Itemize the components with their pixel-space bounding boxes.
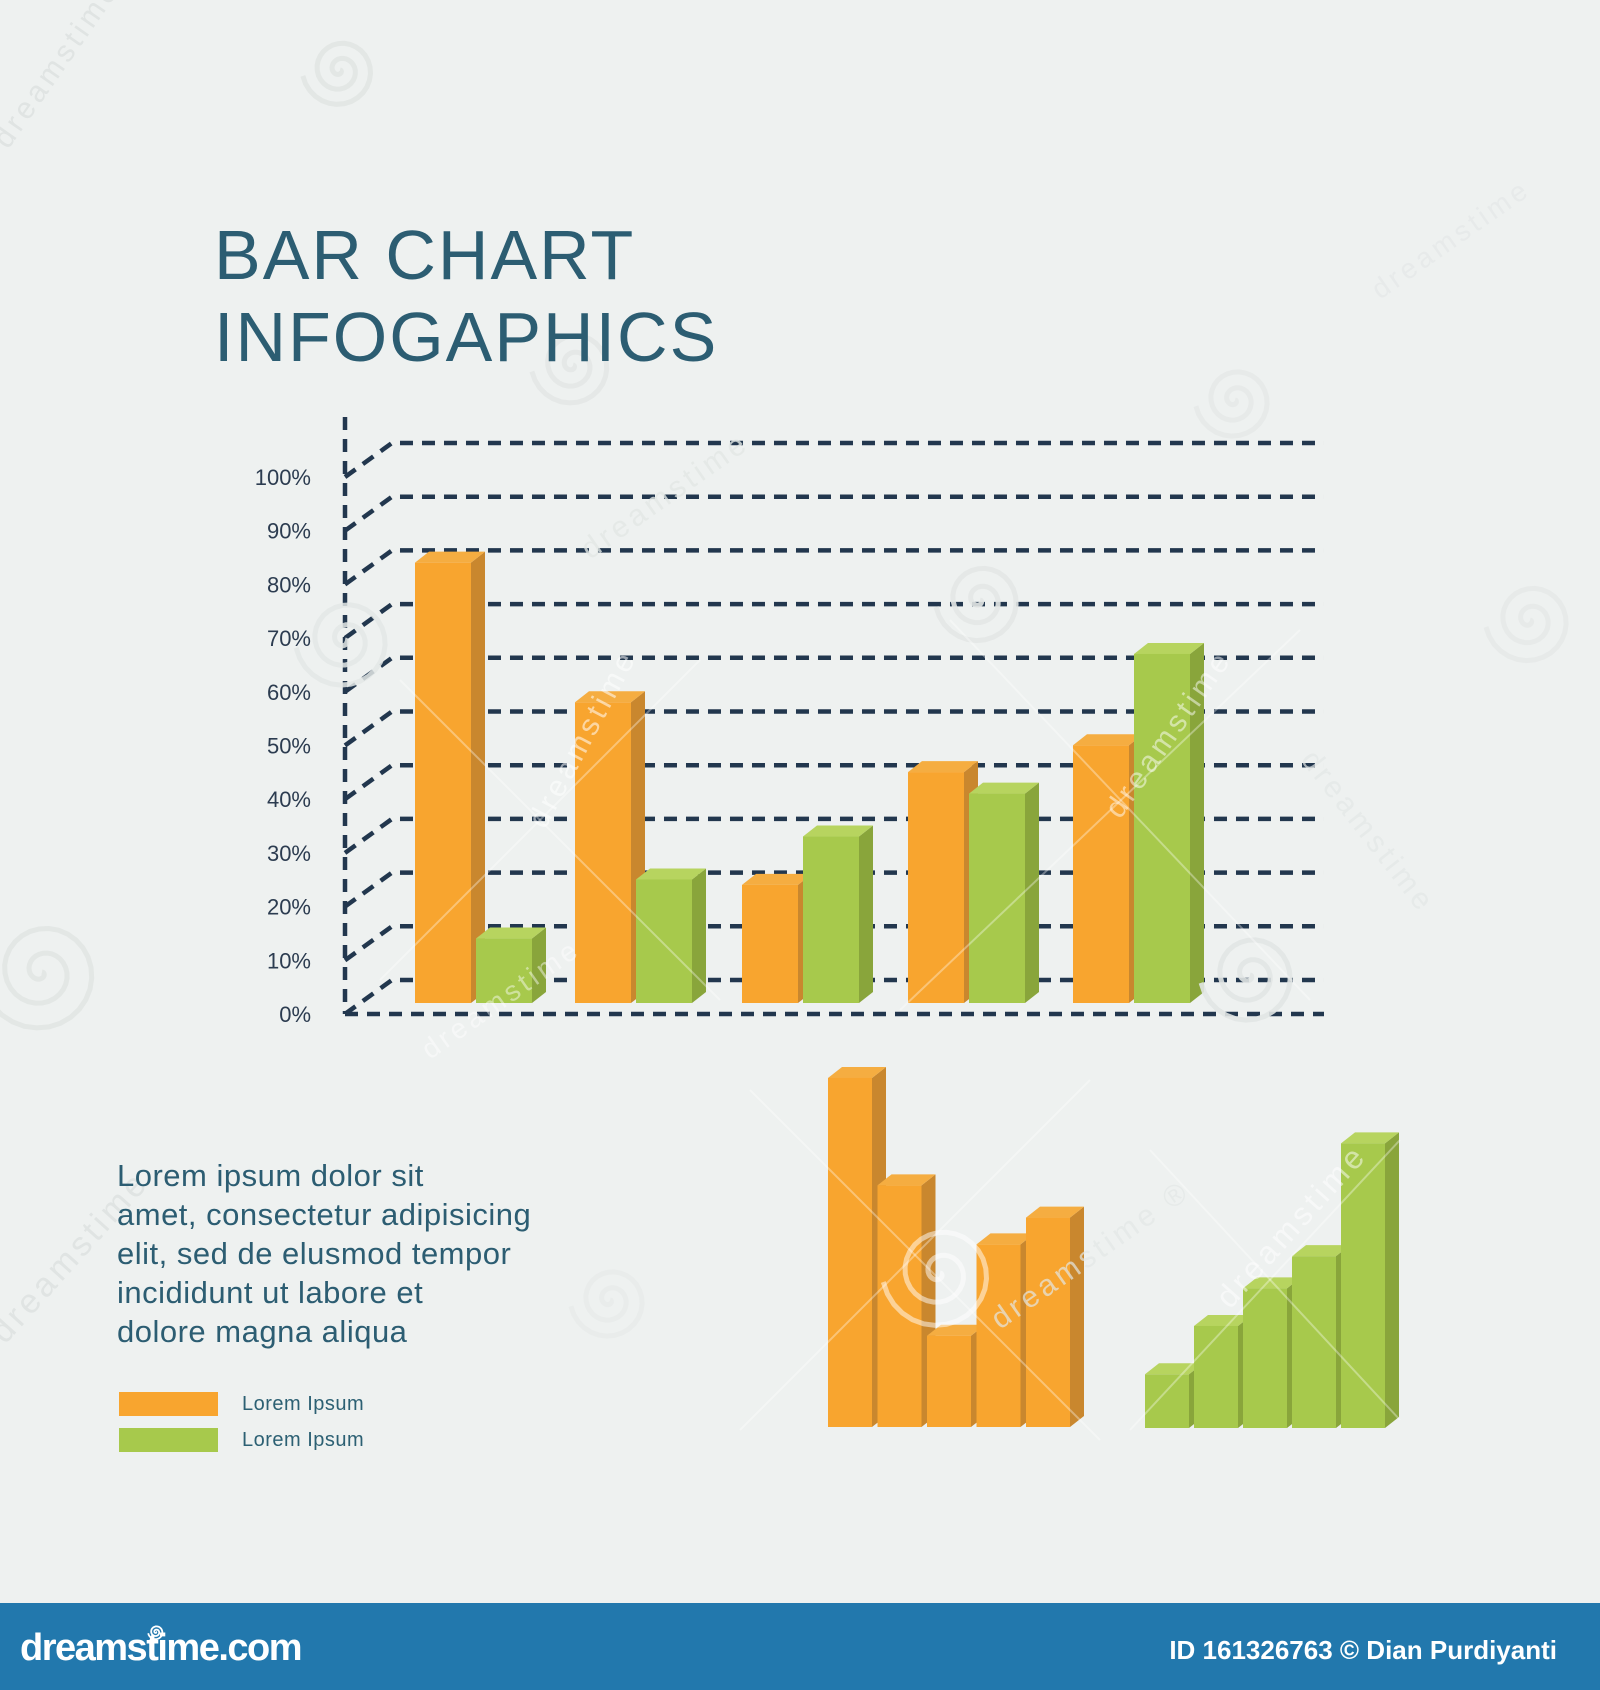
mini-orange-bar-5 [1026,1206,1084,1427]
watermark-line [899,629,1301,1011]
description-line: amet, consectetur adipisicing [117,1197,532,1232]
legend-swatch-green [119,1428,218,1452]
bar-orange-4 [908,761,978,1003]
y-axis-label-80: 80% [267,572,311,597]
watermark-spiral-icon [1193,369,1270,439]
description-line: Lorem ipsum dolor sit [117,1158,424,1193]
y-axis-label-90: 90% [267,519,311,544]
title-line-1: BAR CHART [214,216,636,294]
watermark-spiral-icon [0,925,95,1031]
legend-row-green: Lorem Ipsum [119,1428,364,1452]
mini-orange-bar-3 [927,1324,985,1427]
watermark-text: dreamstime [1294,744,1441,919]
watermark-line [749,1089,1101,1441]
watermark-lines [379,619,1401,1441]
bar-green-5 [1134,642,1204,1003]
watermark-line [1149,1149,1401,1421]
bar-green-3 [803,825,873,1003]
legend-label-orange: Lorem Ipsum [242,1392,365,1415]
y-axis-label-70: 70% [267,626,311,651]
logo-spiral-icon [147,1625,164,1641]
bar-green-2 [636,868,706,1003]
bar-orange-3 [742,873,812,1003]
watermark-line [379,659,701,981]
legend: Lorem Ipsum Lorem Ipsum [119,1392,364,1464]
main-chart-bars [415,551,1204,1003]
description-line: elit, sed de elusmod tempor [117,1236,512,1271]
bar-green-4 [969,782,1039,1003]
watermark-line [1129,1139,1401,1431]
y-axis-label-0: 0% [279,1002,311,1027]
mini-chart-orange [828,1066,1084,1427]
watermark-line [739,1079,1091,1431]
main-chart-grid [342,417,1324,1017]
watermark-text: dreamstime ® [0,0,149,154]
watermark-spiral-icon [568,1269,645,1339]
mini-chart-green [1145,1132,1399,1428]
legend-label-green: Lorem Ipsum [242,1428,365,1451]
watermark-text: dreamstime [1366,173,1536,305]
title-line-2: INFOGAPHICS [214,298,719,376]
watermark-spiral-icon [293,602,388,688]
legend-row-orange: Lorem Ipsum [119,1392,364,1416]
page-title: BAR CHART INFOGAPHICS [214,214,718,378]
mini-orange-bar-1 [828,1066,886,1427]
watermark-layer: dreamstime ®dreamstimedreamstimedreamsti… [0,0,1569,1351]
gridline-100 [343,440,1324,479]
y-axis-label-10: 10% [267,948,311,973]
y-axis-labels: 100% 90% 80% 70% 60% 50% 40% 30% 20% 10% 0% [255,465,311,1027]
watermark-spiral-icon [933,565,1019,644]
footer-bar: dreamstime.com ID 161326763 © Dian Purdi… [0,1603,1600,1690]
y-axis-label-20: 20% [267,895,311,920]
bar-green-1 [476,927,546,1003]
legend-swatch-orange [119,1392,218,1416]
y-axis-label-40: 40% [267,787,311,812]
description-line: incididunt ut labore et [117,1275,424,1310]
watermark-spiral-icon [529,332,610,406]
description-line: dolore magna aliqua [117,1314,408,1349]
watermark-spiral-icon [1483,585,1569,664]
y-axis-label-60: 60% [267,680,311,705]
watermark-spiral-icon [300,40,374,107]
gridline-90 [343,494,1324,533]
y-axis-label-100: 100% [255,465,311,490]
watermark-line [949,619,1311,1001]
bar-orange-1 [415,551,485,1003]
gridline-70 [343,601,1324,640]
watermark-line [399,679,721,1001]
mini-green-bar-5 [1341,1132,1399,1428]
description-text: Lorem ipsum dolor sit amet, consectetur … [117,1156,531,1351]
watermark-spiral-icon [880,1229,990,1328]
watermark-spiral-icon [1198,937,1293,1023]
image-credit: ID 161326763 © Dian Purdiyanti [1169,1635,1557,1665]
y-axis-label-30: 30% [267,841,311,866]
gridline-80 [343,548,1324,587]
dreamstime-logo: dreamstime.com [20,1627,303,1669]
bar-orange-2 [575,691,645,1003]
y-axis-label-50: 50% [267,734,311,759]
